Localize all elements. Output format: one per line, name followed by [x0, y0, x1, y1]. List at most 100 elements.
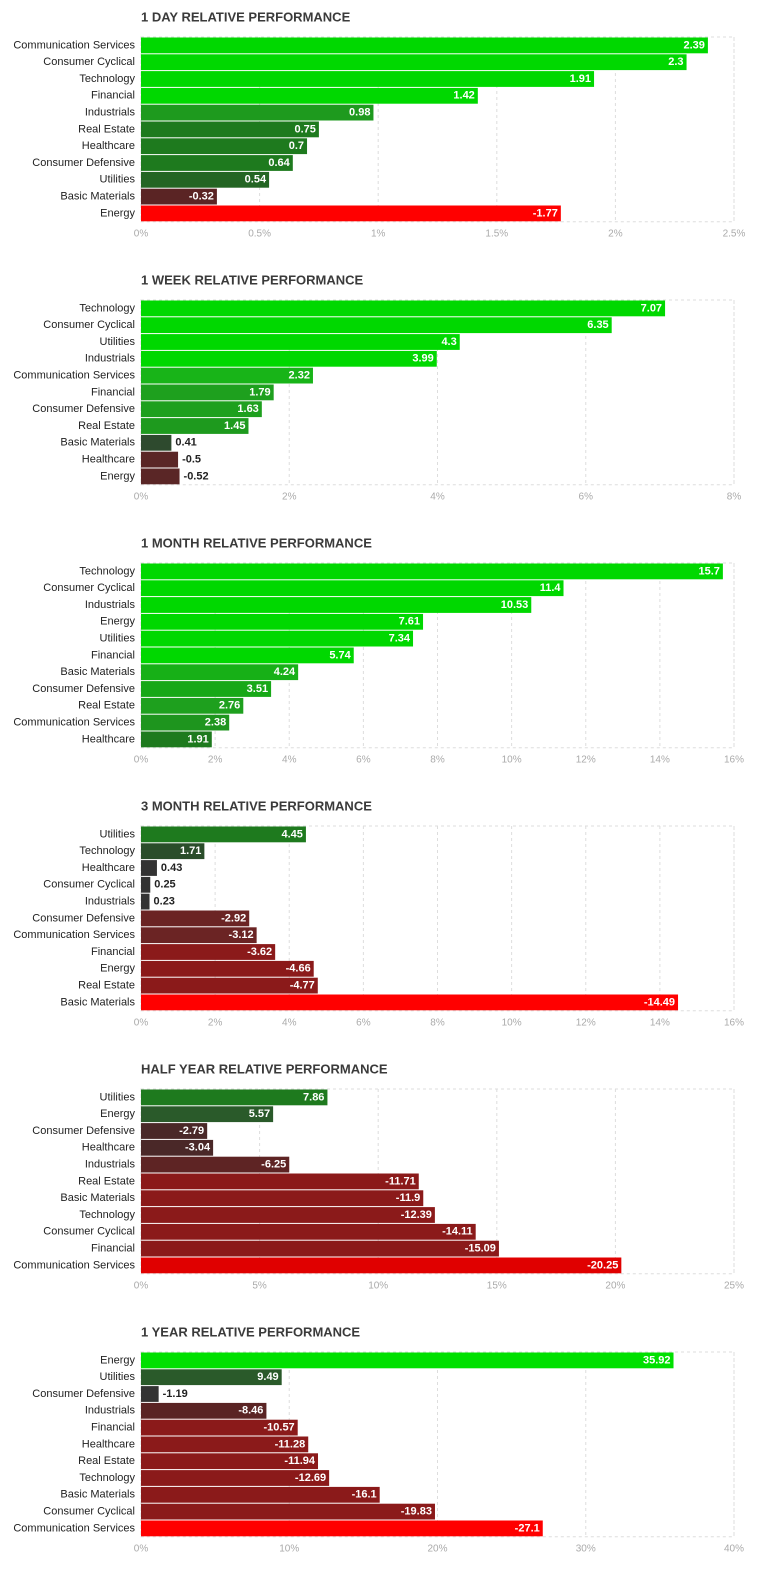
x-tick-label: 0%	[134, 228, 149, 239]
category-label: Healthcare	[82, 862, 135, 874]
x-tick-label: 0%	[134, 1543, 149, 1554]
value-label: 1.79	[249, 386, 270, 398]
value-label: 1.91	[570, 73, 591, 85]
bar	[141, 944, 276, 960]
chart-title: 1 DAY RELATIVE PERFORMANCE	[141, 9, 351, 24]
category-label: Energy	[100, 963, 135, 975]
category-label: Energy	[100, 616, 135, 628]
category-label: Real Estate	[78, 980, 135, 992]
bar	[141, 714, 230, 731]
value-label: 0.41	[175, 437, 196, 449]
category-label: Basic Materials	[60, 1489, 135, 1501]
bar	[141, 843, 205, 860]
bar	[141, 664, 299, 681]
value-label: 0.64	[268, 157, 290, 169]
category-label: Consumer Cyclical	[43, 879, 135, 891]
x-tick-label: 0%	[134, 1280, 149, 1291]
bar	[141, 1223, 476, 1240]
bar	[141, 451, 179, 468]
value-label: 0.43	[161, 862, 182, 874]
category-label: Communication Services	[13, 717, 135, 729]
value-label: -20.25	[587, 1259, 618, 1271]
bar	[141, 1240, 499, 1257]
bar	[141, 300, 666, 317]
category-label: Consumer Cyclical	[43, 1226, 135, 1238]
bar	[141, 630, 414, 647]
x-tick-label: 20%	[605, 1280, 625, 1291]
bar	[141, 1207, 435, 1223]
category-label: Energy	[100, 470, 135, 482]
bar	[141, 1386, 159, 1402]
category-label: Consumer Defensive	[32, 403, 135, 415]
bar	[141, 910, 250, 927]
x-tick-label: 0%	[134, 491, 149, 502]
x-tick-label: 25%	[724, 1280, 744, 1291]
bar	[141, 468, 180, 485]
value-label: -11.9	[396, 1192, 420, 1204]
bar	[141, 171, 270, 188]
value-label: 0.23	[154, 896, 175, 908]
bar	[141, 1089, 328, 1106]
value-label: -12.69	[295, 1472, 326, 1484]
x-tick-label: 16%	[724, 1017, 744, 1028]
x-tick-label: 6%	[356, 754, 371, 765]
bar	[141, 155, 293, 171]
x-tick-label: 2.5%	[723, 228, 746, 239]
value-label: 0.54	[245, 174, 267, 186]
bar	[141, 927, 257, 944]
bar	[141, 580, 564, 597]
value-label: 0.7	[289, 140, 304, 152]
category-label: Technology	[79, 302, 135, 314]
value-label: -19.83	[401, 1506, 432, 1518]
category-label: Financial	[91, 90, 135, 102]
value-label: -3.04	[185, 1142, 211, 1154]
x-tick-label: 8%	[727, 491, 742, 502]
value-label: 1.63	[237, 403, 258, 415]
category-label: Energy	[100, 1354, 135, 1366]
category-label: Industrials	[85, 1405, 136, 1417]
bar	[141, 350, 437, 367]
bar	[141, 731, 212, 748]
x-tick-label: 2%	[282, 491, 297, 502]
value-label: 1.71	[180, 845, 201, 857]
category-label: Utilities	[100, 633, 136, 645]
x-tick-label: 4%	[430, 491, 445, 502]
bar	[141, 826, 306, 843]
bar	[141, 434, 172, 451]
bar	[141, 1352, 674, 1369]
category-label: Healthcare	[82, 140, 135, 152]
bar	[141, 1190, 424, 1207]
category-label: Communication Services	[13, 39, 135, 51]
value-label: -11.94	[284, 1455, 315, 1467]
category-label: Financial	[91, 1422, 135, 1434]
category-label: Communication Services	[13, 370, 135, 382]
bar	[141, 1402, 267, 1419]
value-label: 2.39	[683, 39, 704, 51]
value-label: 2.76	[219, 700, 240, 712]
category-label: Utilities	[100, 1091, 136, 1103]
value-label: 3.51	[247, 683, 268, 695]
category-label: Communication Services	[13, 1522, 135, 1534]
x-tick-label: 10%	[279, 1543, 299, 1554]
value-label: 4.45	[282, 828, 303, 840]
x-tick-label: 16%	[724, 754, 744, 765]
bar	[141, 681, 272, 697]
value-label: 0.75	[294, 123, 315, 135]
chart-title: 1 YEAR RELATIVE PERFORMANCE	[141, 1324, 360, 1339]
value-label: -0.5	[182, 454, 201, 466]
x-tick-label: 6%	[356, 1017, 371, 1028]
value-label: -2.92	[221, 912, 246, 924]
category-label: Industrials	[85, 1159, 136, 1171]
category-label: Communication Services	[13, 1259, 135, 1271]
category-label: Basic Materials	[60, 666, 135, 678]
value-label: 6.35	[587, 319, 608, 331]
value-label: 7.34	[389, 633, 411, 645]
bar	[141, 1257, 622, 1274]
category-label: Financial	[91, 649, 135, 661]
bar	[141, 205, 561, 222]
value-label: -15.09	[465, 1243, 496, 1255]
bar	[141, 1436, 309, 1453]
value-label: -0.52	[184, 470, 209, 482]
category-label: Real Estate	[78, 123, 135, 135]
value-label: -11.28	[275, 1438, 306, 1450]
